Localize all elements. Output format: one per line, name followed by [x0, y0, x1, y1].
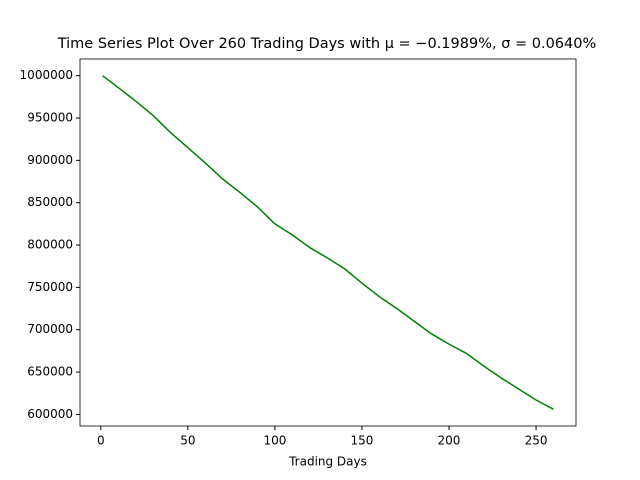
y-tick-label: 850000: [27, 195, 73, 209]
y-tick-label: 950000: [27, 111, 73, 125]
y-tick-label: 750000: [27, 280, 73, 294]
x-tick-label: 200: [438, 434, 461, 448]
x-tick-label: 250: [525, 434, 548, 448]
y-tick-label: 600000: [27, 407, 73, 421]
y-tick-label: 1000000: [20, 68, 73, 82]
y-tick-label: 700000: [27, 322, 73, 336]
chart-title: Time Series Plot Over 260 Trading Days w…: [57, 36, 597, 52]
line-series: [102, 75, 554, 410]
x-tick-label: 150: [350, 434, 373, 448]
x-tick-label: 50: [180, 434, 195, 448]
y-tick-label: 800000: [27, 238, 73, 252]
y-tick-label: 650000: [27, 365, 73, 379]
x-axis-label: Trading Days: [288, 455, 367, 469]
x-tick-label: 0: [97, 434, 105, 448]
plot-frame: [79, 58, 577, 427]
x-tick-label: 100: [263, 434, 286, 448]
y-tick-label: 900000: [27, 153, 73, 167]
